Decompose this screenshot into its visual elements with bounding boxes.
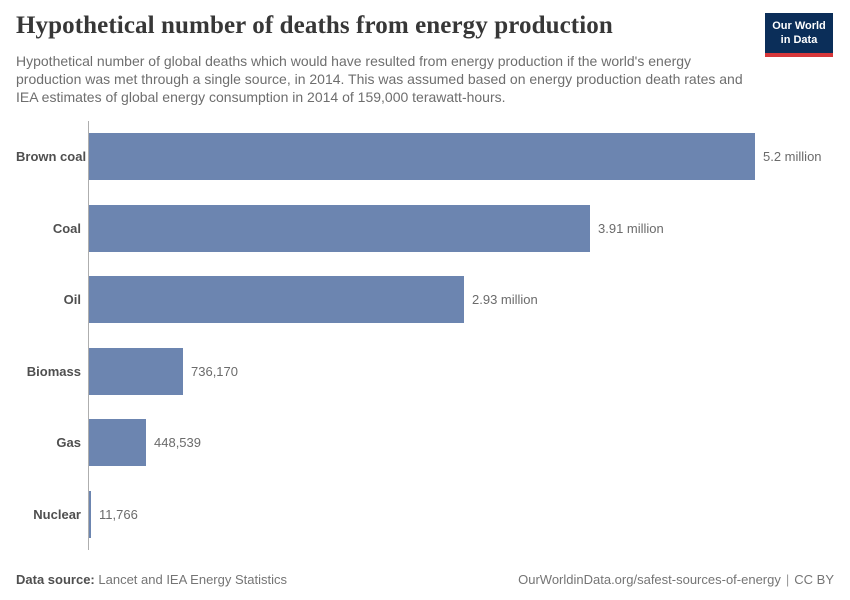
bar-coal[interactable] — [89, 204, 590, 252]
plot-area: 2.93 million — [88, 264, 834, 336]
owid-link[interactable]: OurWorldinData.org/safest-sources-of-ene… — [518, 572, 781, 587]
data-source: Data source: Lancet and IEA Energy Stati… — [16, 572, 287, 587]
data-source-value: Lancet and IEA Energy Statistics — [98, 572, 287, 587]
license-label: CC BY — [794, 572, 834, 587]
value-label-biomass: 736,170 — [191, 363, 238, 379]
bar-oil[interactable] — [89, 276, 464, 324]
plot-area: 448,539 — [88, 407, 834, 479]
bar-biomass[interactable] — [89, 347, 183, 395]
chart-row: Biomass 736,170 — [16, 335, 834, 407]
plot-area: 11,766 — [88, 478, 834, 550]
data-source-label: Data source: — [16, 572, 95, 587]
value-label-gas: 448,539 — [154, 435, 201, 451]
chart-row: Gas 448,539 — [16, 407, 834, 479]
chart-subtitle: Hypothetical number of global deaths whi… — [16, 53, 743, 106]
chart-row: Nuclear 11,766 — [16, 478, 834, 550]
value-label-brown-coal: 5.2 million — [763, 149, 822, 165]
category-label-oil: Oil — [63, 292, 81, 308]
category-label-brown-coal: Brown coal — [16, 149, 87, 165]
value-label-oil: 2.93 million — [472, 292, 538, 308]
plot-area: 736,170 — [88, 335, 834, 407]
footer-separator: | — [785, 572, 790, 587]
owid-logo-line2: in Data — [780, 34, 818, 47]
chart-row: Oil 2.93 million — [16, 264, 834, 336]
value-label-nuclear: 11,766 — [99, 506, 138, 522]
owid-logo[interactable]: Our World in Data — [765, 13, 833, 57]
owid-logo-line1: Our World — [772, 20, 826, 32]
plot-area: 3.91 million — [88, 192, 834, 264]
bar-gas[interactable] — [89, 419, 146, 467]
category-label-nuclear: Nuclear — [33, 506, 81, 522]
plot-area: 5.2 million — [88, 121, 834, 193]
chart-row: Coal 3.91 million — [16, 192, 834, 264]
category-label-biomass: Biomass — [26, 363, 81, 379]
footer-credit: OurWorldinData.org/safest-sources-of-ene… — [518, 572, 834, 587]
category-label-coal: Coal — [52, 220, 81, 236]
category-label-gas: Gas — [56, 435, 81, 451]
bar-nuclear[interactable] — [89, 490, 91, 538]
chart-row: Brown coal 5.2 million — [16, 121, 834, 193]
chart-footer: Data source: Lancet and IEA Energy Stati… — [16, 572, 834, 587]
chart-rows: Brown coal 5.2 million Coal 3.91 million Oil… — [16, 121, 834, 550]
page-title: Hypothetical number of deaths from energ… — [16, 12, 613, 39]
value-label-coal: 3.91 million — [598, 220, 664, 236]
bar-chart: Brown coal 5.2 million Coal 3.91 million Oil… — [16, 121, 834, 550]
bar-brown-coal[interactable] — [89, 133, 755, 181]
